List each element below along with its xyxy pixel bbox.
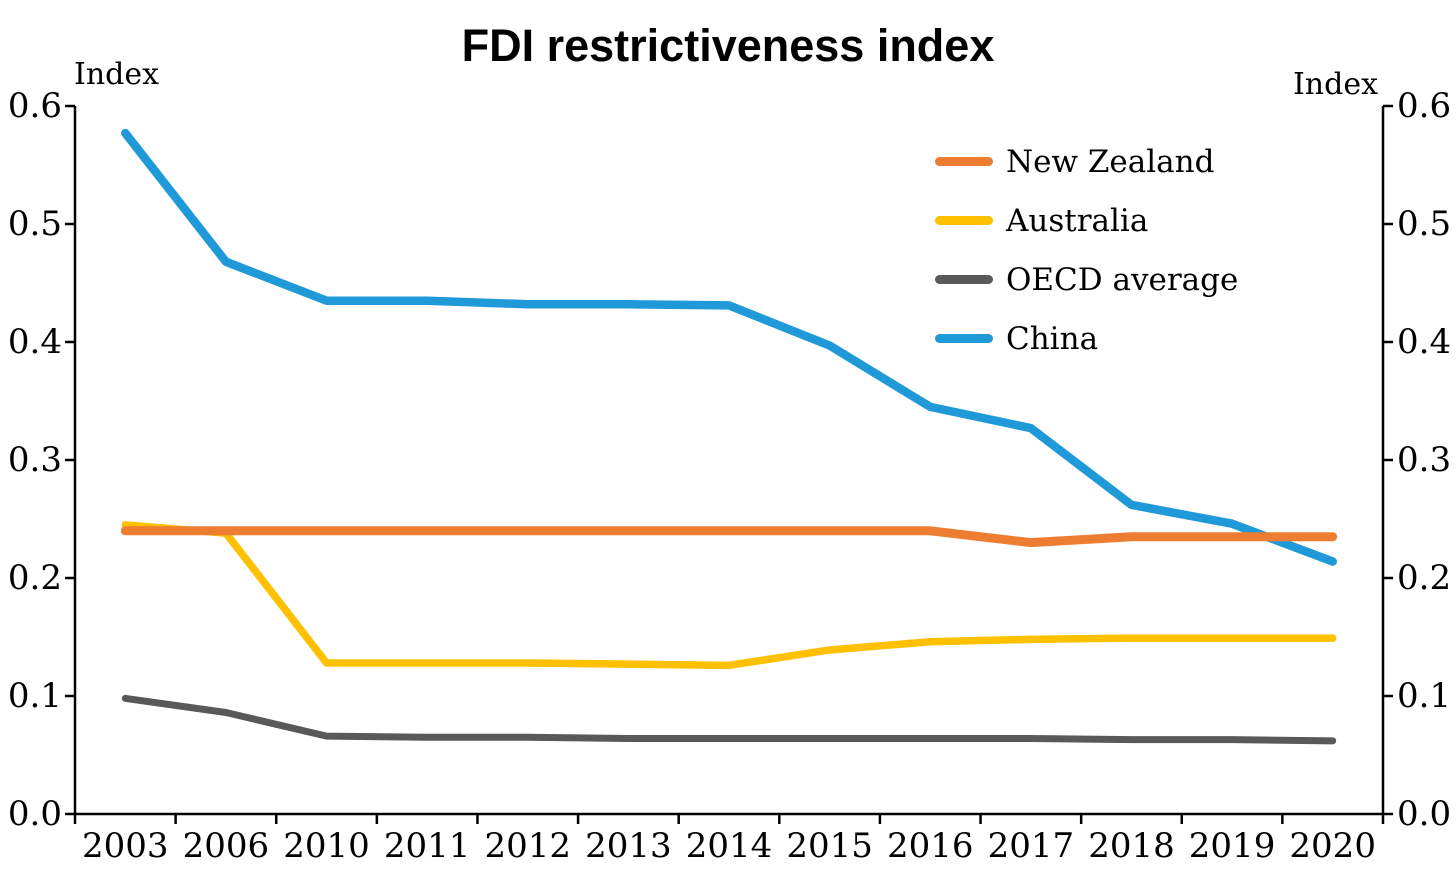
legend-swatch-australia [935, 216, 993, 225]
y-axis-tick-label-left: 0.1 [7, 676, 62, 716]
x-axis-tick-label: 2006 [182, 826, 270, 866]
x-axis-tick-label: 2014 [685, 826, 773, 866]
y-axis-tick-label-right: 0.3 [1397, 440, 1452, 480]
series-line-oecd-average [121, 694, 1337, 745]
x-axis-tick-label: 2018 [1088, 826, 1175, 866]
legend-item-new-zealand: New Zealand [935, 132, 1238, 191]
x-axis-tick-label: 2010 [283, 826, 370, 866]
x-axis-tick-label: 2012 [484, 826, 572, 866]
y-axis-tick-label-left: 0.6 [7, 86, 62, 126]
legend-swatch-new-zealand [935, 157, 993, 166]
y-axis-tick-label-right: 0.0 [1397, 794, 1452, 834]
legend: New Zealand Australia OECD average China [935, 132, 1238, 368]
y-axis-tick-label-left: 0.4 [7, 322, 62, 362]
y-axis-tick-label-right: 0.4 [1397, 322, 1452, 362]
legend-item-china: China [935, 309, 1238, 368]
y-axis-tick-label-right: 0.2 [1397, 558, 1452, 598]
y-axis-tick-label-right: 0.1 [1397, 676, 1452, 716]
x-axis-tick-label: 2013 [585, 826, 672, 866]
legend-item-oecd-average: OECD average [935, 250, 1238, 309]
x-axis-tick-label: 2017 [987, 826, 1075, 866]
legend-label-oecd-average: OECD average [1006, 261, 1239, 298]
legend-label-australia: Australia [1006, 202, 1149, 239]
y-axis-tick-label-left: 0.0 [7, 794, 62, 834]
left-axis-title: Index [74, 57, 160, 92]
x-axis-tick-label: 2011 [383, 826, 471, 866]
legend-swatch-oecd-average [935, 275, 993, 284]
y-axis-tick-label-left: 0.2 [7, 558, 62, 598]
series-line-australia [121, 521, 1337, 670]
x-axis-tick-label: 2003 [82, 826, 169, 866]
chart-title: FDI restrictiveness index [461, 20, 995, 71]
x-axis-tick-label: 2020 [1289, 826, 1376, 866]
y-axis-tick-label-left: 0.3 [7, 440, 62, 480]
legend-swatch-china [935, 334, 993, 343]
series-line-new-zealand [120, 526, 1338, 548]
legend-label-china: China [1006, 320, 1099, 357]
series-line-china [121, 128, 1337, 566]
legend-item-australia: Australia [935, 191, 1238, 250]
y-axis-tick-label-right: 0.5 [1397, 204, 1452, 244]
y-axis-tick-label-left: 0.5 [7, 204, 62, 244]
y-axis-tick-label-right: 0.6 [1397, 86, 1452, 126]
legend-label-new-zealand: New Zealand [1006, 143, 1215, 180]
x-axis-tick-label: 2019 [1188, 826, 1276, 866]
right-axis-title: Index [1292, 67, 1378, 102]
x-axis-tick-label: 2015 [786, 826, 873, 866]
x-axis-tick-label: 2016 [886, 826, 974, 866]
